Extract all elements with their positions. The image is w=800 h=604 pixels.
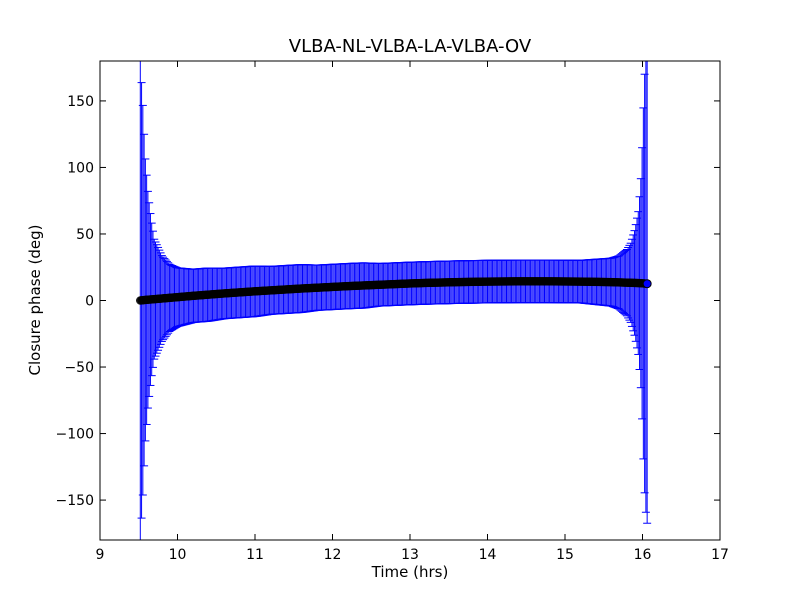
- x-tick-label: 14: [479, 547, 497, 563]
- y-tick-label: −50: [64, 360, 94, 376]
- x-tick-label: 9: [96, 547, 105, 563]
- y-tick-label: 150: [67, 94, 94, 110]
- x-tick-label: 11: [246, 547, 264, 563]
- last-data-point: [642, 279, 652, 289]
- x-tick-label: 16: [634, 547, 652, 563]
- plot-area: 9 10 11 12 13 14 15 16 17 −150 −100 −50 0 50 100 150: [56, 60, 729, 563]
- x-tick-label: 13: [401, 547, 419, 563]
- x-tick-label: 15: [556, 547, 574, 563]
- x-axis-label: Time (hrs): [371, 563, 449, 581]
- y-tick-label: 0: [85, 294, 94, 310]
- x-tick-label: 12: [324, 547, 342, 563]
- y-axis-label: Closure phase (deg): [26, 225, 44, 376]
- y-tick-label: −150: [56, 493, 94, 509]
- y-tick-label: −100: [56, 427, 94, 443]
- x-tick-label: 17: [711, 547, 729, 563]
- chart-title: VLBA-NL-VLBA-LA-VLBA-OV: [289, 36, 532, 57]
- y-tick-label: 50: [76, 227, 94, 243]
- y-tick-label: 100: [67, 160, 94, 176]
- x-tick-label: 10: [169, 547, 187, 563]
